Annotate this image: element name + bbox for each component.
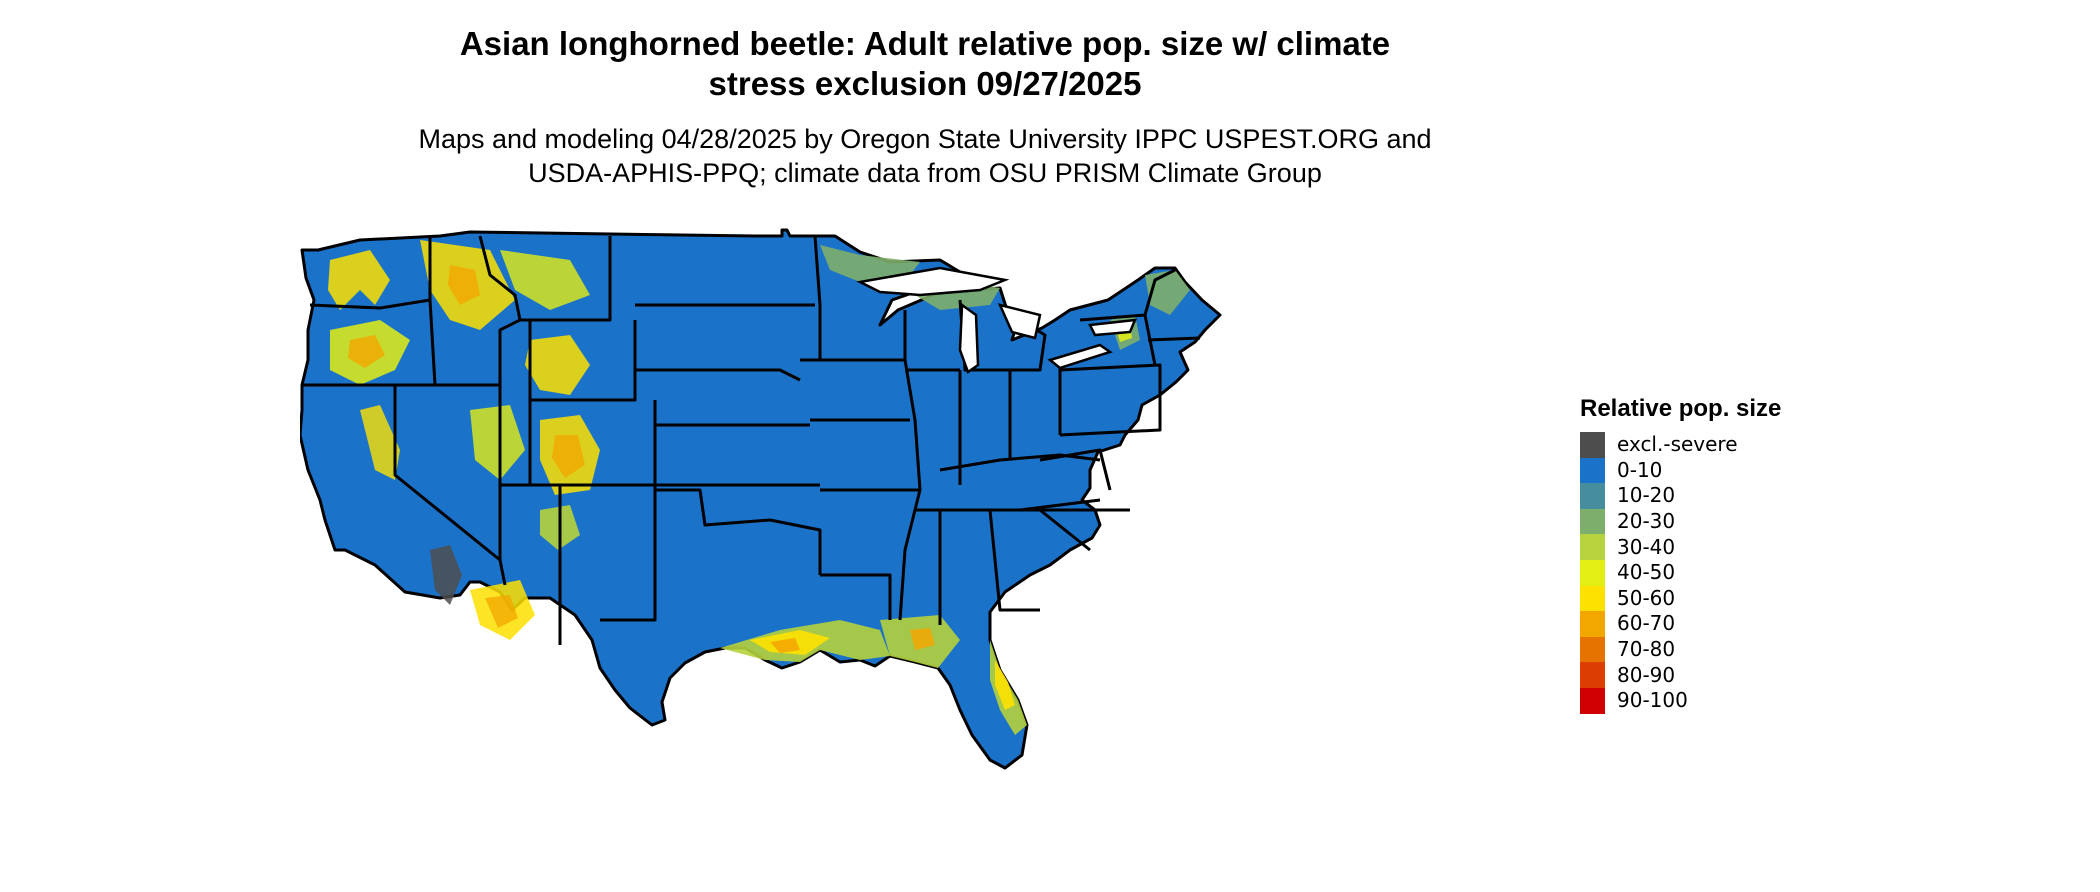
great-lakes	[856, 266, 1137, 374]
lake-superior	[856, 266, 1010, 297]
patch-florida-yellow	[995, 660, 1015, 710]
border-wa-or	[309, 298, 431, 310]
map-title-line2: stress exclusion 09/27/2025	[708, 65, 1142, 102]
legend-label: 90-100	[1617, 688, 1688, 713]
legend-swatch	[1580, 559, 1605, 586]
patch-oregon-hot	[348, 335, 385, 368]
map-title: Asian longhorned beetle: Adult relative …	[260, 24, 1590, 104]
us-outline	[300, 228, 1222, 770]
patch-wyoming	[525, 335, 590, 395]
legend-swatch	[1580, 585, 1605, 612]
legend-items: excl.-severe 0-10 10-20 20-30 30-40 40-50 50-6…	[1580, 432, 1900, 714]
legend-swatch	[1580, 483, 1605, 509]
patch-texas-coast-hot	[770, 638, 800, 653]
legend-label: 50-60	[1617, 585, 1676, 610]
border-nv-ca	[393, 385, 507, 586]
legend-label: 60-70	[1617, 611, 1676, 636]
legend-swatch	[1580, 432, 1605, 458]
patch-cascades	[328, 250, 390, 310]
patch-arizona-hot	[485, 595, 518, 628]
lake-erie	[1047, 343, 1113, 370]
legend-label: 80-90	[1617, 662, 1676, 687]
border-ky	[939, 453, 1101, 472]
map-subtitle: Maps and modeling 04/28/2025 by Oregon S…	[260, 122, 1590, 190]
border-va	[1039, 448, 1112, 491]
lake-ontario	[1088, 318, 1137, 337]
legend-label: 0-10	[1617, 457, 1663, 482]
border-pa	[1059, 363, 1162, 437]
border-ma	[1147, 336, 1201, 342]
us-map	[300, 220, 1560, 890]
border-nm-tx	[600, 485, 657, 622]
legend-label: 70-80	[1617, 637, 1676, 662]
legend-item: 50-60	[1580, 585, 1900, 612]
legend-label: excl.-severe	[1617, 432, 1738, 457]
legend-item: 60-70	[1580, 611, 1900, 637]
state-borders	[302, 235, 1201, 645]
lake-huron	[997, 303, 1042, 340]
legend-swatch	[1580, 457, 1605, 484]
border-mn-west	[813, 235, 822, 360]
legend-swatch	[1580, 636, 1605, 663]
border-tx-ok	[655, 488, 822, 575]
legend-swatch	[1580, 611, 1605, 637]
legend-label: 40-50	[1617, 560, 1676, 585]
us-map-svg	[300, 228, 1222, 770]
legend-item: 70-80	[1580, 636, 1900, 663]
border-ga-sc	[1039, 508, 1091, 552]
border-mississippi	[898, 310, 922, 621]
border-va-nc	[1019, 498, 1101, 512]
border-al-ga	[988, 509, 1040, 612]
patch-excluded	[430, 545, 462, 605]
patch-sierra	[360, 405, 400, 480]
map-subtitle-line1: Maps and modeling 04/28/2025 by Oregon S…	[418, 124, 1432, 154]
border-vt-nh	[1143, 268, 1176, 316]
patch-louisiana-hot	[910, 628, 935, 650]
legend-item: excl.-severe	[1580, 432, 1900, 458]
legend: Relative pop. size excl.-severe 0-10 10-20…	[1580, 394, 1900, 714]
legend-label: 20-30	[1617, 509, 1676, 534]
border-sd-ne	[635, 368, 801, 382]
legend-item: 30-40	[1580, 534, 1900, 560]
border-id	[428, 235, 522, 387]
border-mt	[520, 236, 612, 322]
legend-swatch	[1580, 687, 1605, 714]
map-title-line1: Asian longhorned beetle: Adult relative …	[459, 25, 1391, 62]
patch-colorado-hot	[552, 435, 585, 478]
patch-maine	[1145, 270, 1190, 315]
patch-montana	[500, 250, 590, 310]
legend-title: Relative pop. size	[1580, 395, 1782, 422]
legend-label: 10-20	[1617, 483, 1676, 508]
title-block: Asian longhorned beetle: Adult relative …	[260, 24, 1590, 190]
legend-item: 0-10	[1580, 457, 1900, 484]
legend-item: 90-100	[1580, 687, 1900, 714]
border-wy	[528, 320, 637, 402]
legend-item: 80-90	[1580, 662, 1900, 688]
map-subtitle-line2: USDA-APHIS-PPQ; climate data from OSU PR…	[528, 158, 1322, 188]
legend-swatch	[1580, 662, 1605, 688]
patch-idaho-hot	[448, 265, 480, 305]
patch-utah	[470, 405, 525, 480]
legend-label: 30-40	[1617, 534, 1676, 559]
legend-swatch	[1580, 534, 1605, 560]
legend-item: 10-20	[1580, 483, 1900, 509]
lake-michigan	[958, 302, 980, 374]
legend-item: 40-50	[1580, 559, 1900, 586]
border-ar-la	[820, 573, 892, 620]
legend-swatch	[1580, 508, 1605, 535]
legend-item: 20-30	[1580, 508, 1900, 535]
